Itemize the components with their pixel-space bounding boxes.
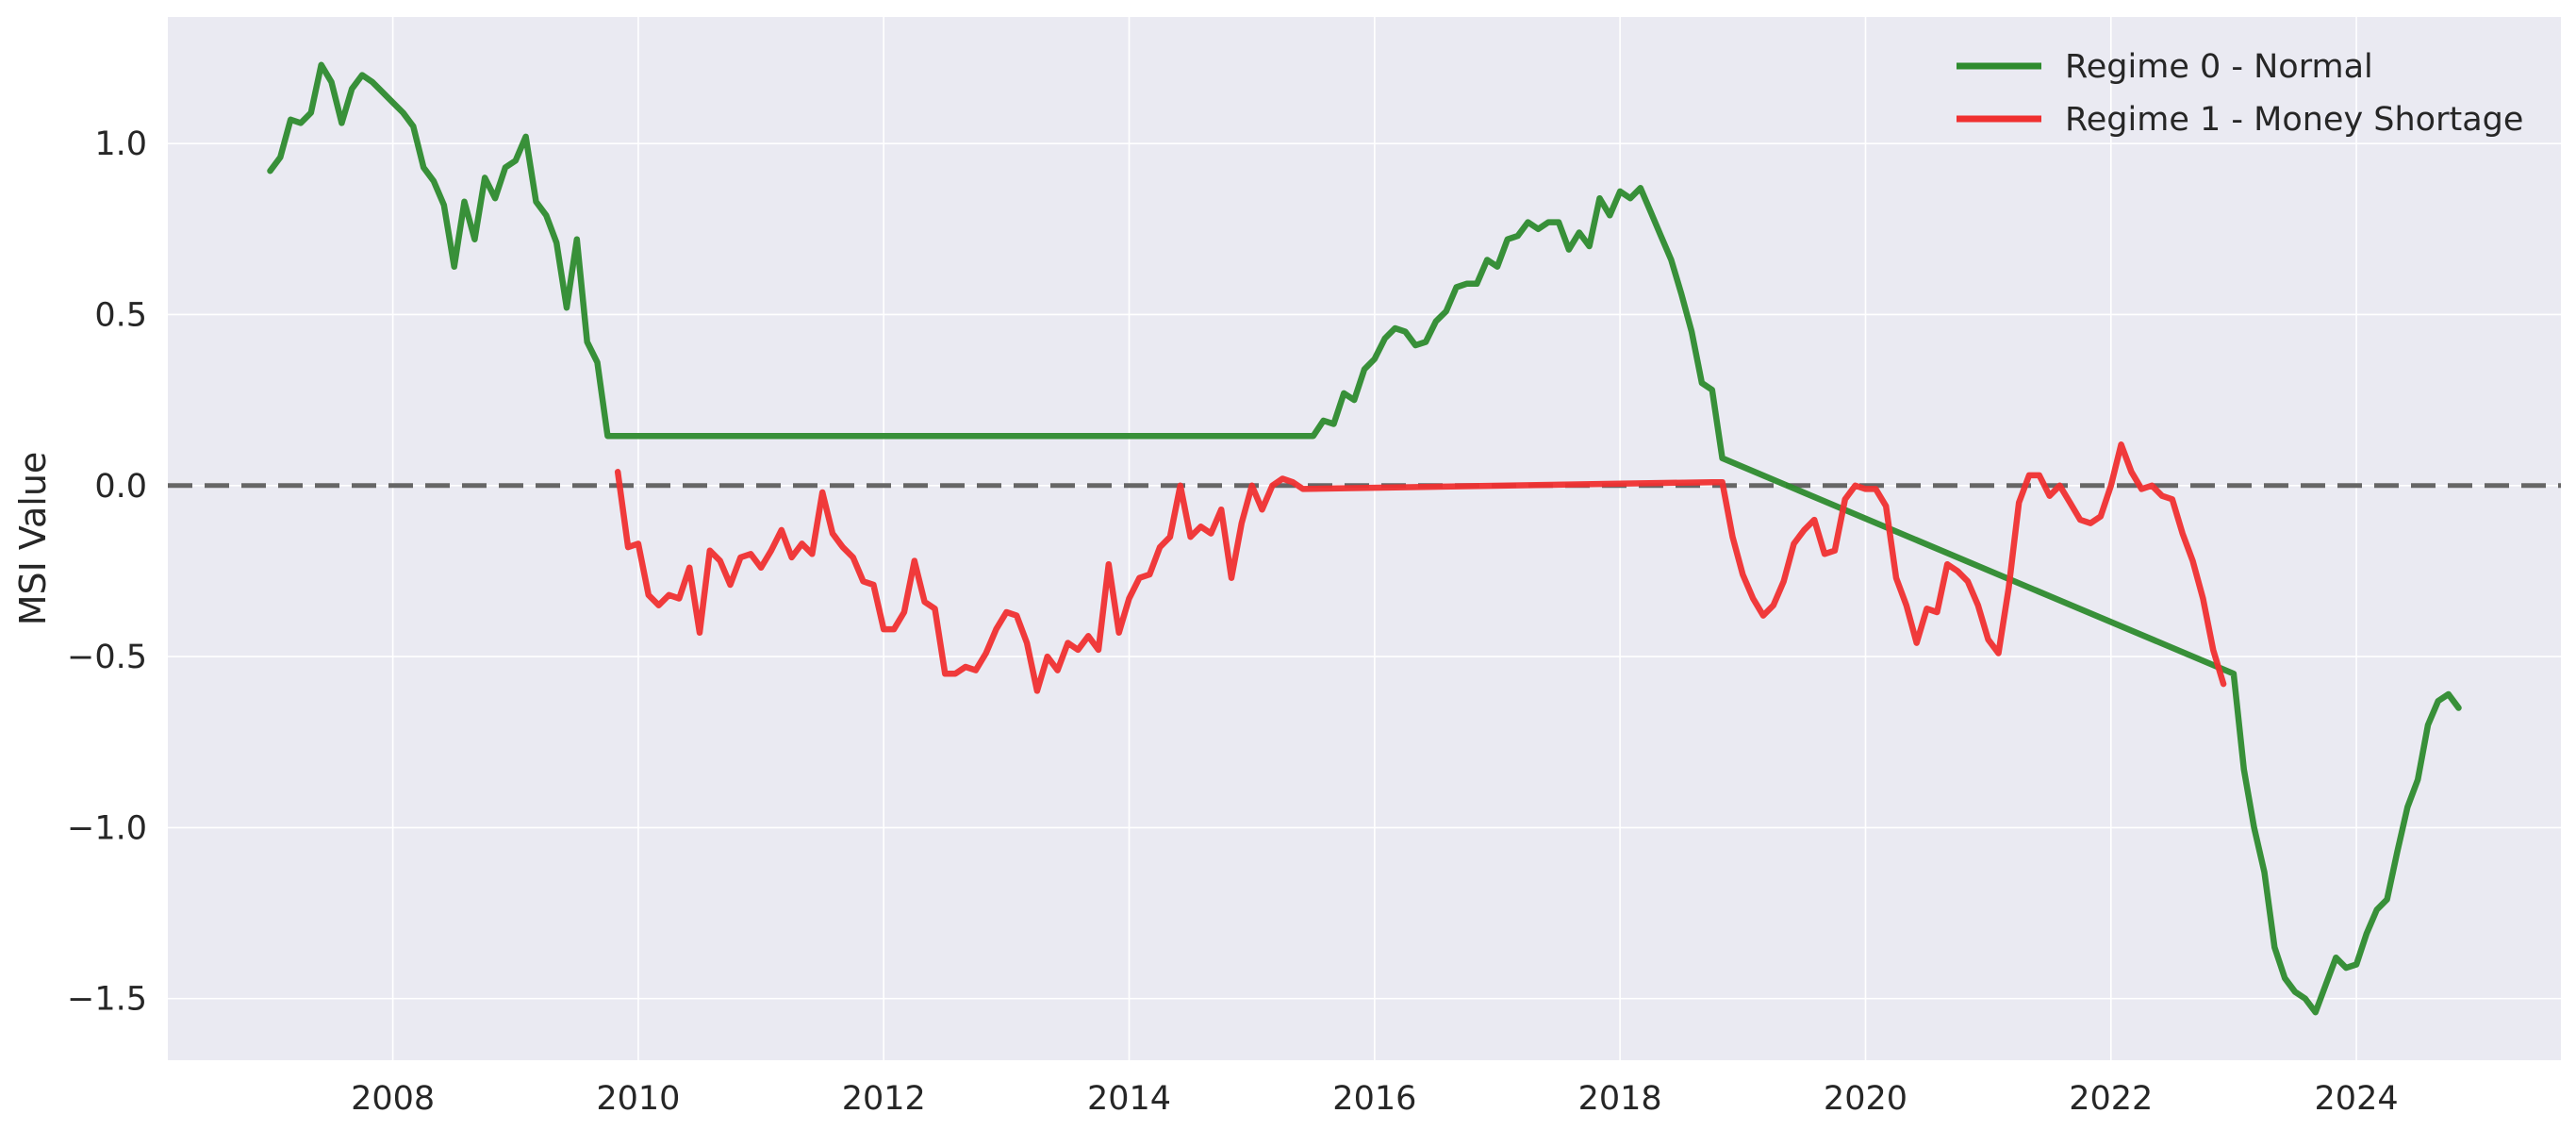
y-axis-label: MSI Value xyxy=(12,452,54,626)
legend-label-regime-1: Regime 1 - Money Shortage xyxy=(2065,101,2523,139)
y-tick-labels: 1.0 0.5 0.0 −0.5 −1.0 −1.5 xyxy=(67,125,147,1019)
x-tick-label: 2014 xyxy=(1087,1080,1171,1118)
x-tick-label: 2012 xyxy=(842,1080,926,1118)
plot-area xyxy=(168,17,2561,1060)
x-tick-label: 2020 xyxy=(1824,1080,1907,1118)
y-tick-label: −1.5 xyxy=(67,981,147,1019)
x-tick-label: 2008 xyxy=(351,1080,435,1118)
series-line-regime-1 xyxy=(614,441,2227,694)
legend: Regime 0 - Normal Regime 1 - Money Short… xyxy=(1957,48,2523,139)
y-tick-label: 0.0 xyxy=(94,468,147,506)
x-tick-label: 2024 xyxy=(2315,1080,2399,1118)
y-tick-label: 1.0 xyxy=(94,125,147,163)
series-lines xyxy=(267,61,2462,1016)
legend-label-regime-0: Regime 0 - Normal xyxy=(2065,48,2373,86)
x-tick-label: 2018 xyxy=(1578,1080,1662,1118)
y-tick-label: 0.5 xyxy=(94,296,147,334)
x-tick-labels: 2008 2010 2012 2014 2016 2018 2020 2022 2024 xyxy=(351,1080,2399,1118)
y-tick-label: −1.0 xyxy=(67,809,147,847)
x-tick-label: 2010 xyxy=(596,1080,680,1118)
x-tick-label: 2022 xyxy=(2069,1080,2153,1118)
x-tick-label: 2016 xyxy=(1332,1080,1416,1118)
series-line-regime-0 xyxy=(267,61,2462,1016)
y-tick-label: −0.5 xyxy=(67,639,147,676)
